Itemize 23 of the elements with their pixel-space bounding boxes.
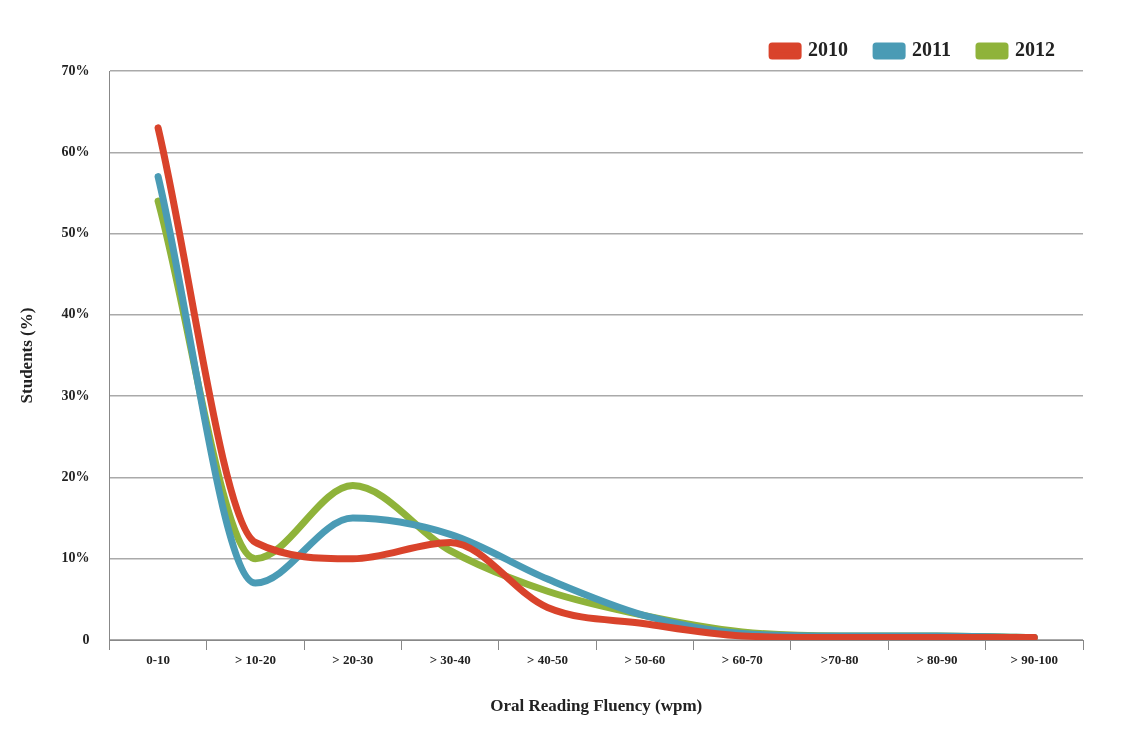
x-tick-label: > 40-50 (527, 652, 569, 668)
legend-label: 2012 (1015, 38, 1055, 61)
x-tick-label: > 10-20 (234, 652, 276, 668)
x-tick-label: 0-10 (146, 652, 170, 668)
x-tick-label: > 80-90 (916, 652, 958, 668)
y-tick-label: 40% (61, 306, 90, 322)
y-tick-label: 70% (61, 62, 90, 78)
x-axis-title: Oral Reading Fluency (wpm) (490, 696, 703, 716)
y-tick-label: 0 (82, 631, 90, 647)
x-tick-label: > 90-100 (1010, 652, 1059, 668)
x-tick-label: > 60-70 (721, 652, 763, 668)
y-tick-label: 30% (61, 387, 90, 403)
legend-label: 2011 (912, 38, 952, 61)
x-tick-label: > 30-40 (429, 652, 471, 668)
y-tick-label: 50% (61, 225, 90, 241)
y-axis-title: Students (%) (16, 307, 36, 404)
x-tick-label: > 50-60 (624, 652, 666, 668)
y-tick-label: 60% (61, 143, 90, 159)
legend-label: 2010 (808, 38, 849, 61)
y-tick-label: 20% (61, 469, 90, 485)
x-tick-label: > 20-30 (332, 652, 374, 668)
y-tick-label: 10% (61, 550, 90, 566)
x-tick-label: >70-80 (820, 652, 859, 668)
